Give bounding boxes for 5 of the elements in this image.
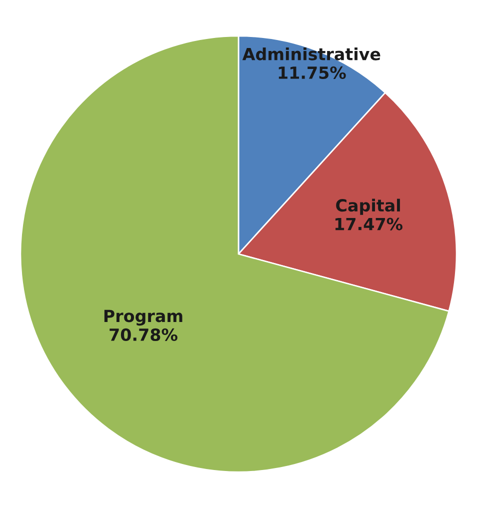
slice-label: Capital <box>336 198 400 215</box>
data-label: 17.47% <box>335 218 402 230</box>
slice-label: Program <box>104 310 182 326</box>
data-label: 70.78% <box>110 328 178 342</box>
data-label: 11.75% <box>278 66 346 80</box>
